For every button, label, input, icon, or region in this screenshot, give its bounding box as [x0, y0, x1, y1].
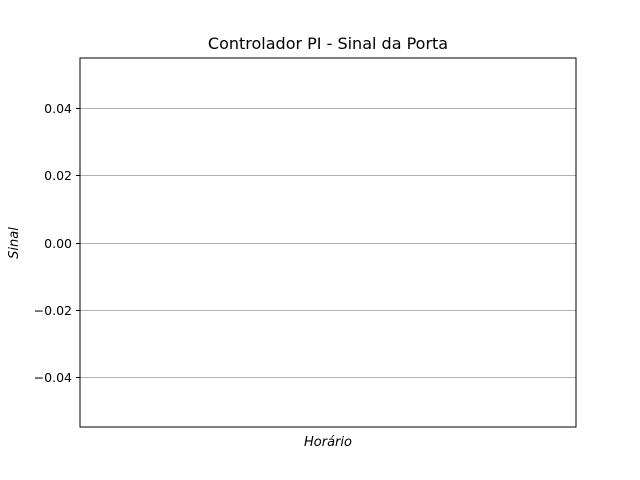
- y-tick-label: 0.04: [44, 101, 72, 116]
- x-axis-label: Horário: [304, 435, 352, 450]
- y-axis-label: Sinal: [7, 227, 22, 259]
- y-tick-label: −0.02: [34, 303, 72, 318]
- chart-title: Controlador PI - Sinal da Porta: [208, 34, 448, 53]
- grid-layer: [80, 108, 576, 378]
- y-tick-label: −0.04: [34, 370, 72, 385]
- y-tick-label: 0.02: [44, 168, 72, 183]
- plot-area-frame: [79, 57, 577, 428]
- y-axis-ticks: −0.04 −0.02 0.00 0.02 0.04: [34, 101, 80, 385]
- y-tick-label: 0.00: [44, 236, 72, 251]
